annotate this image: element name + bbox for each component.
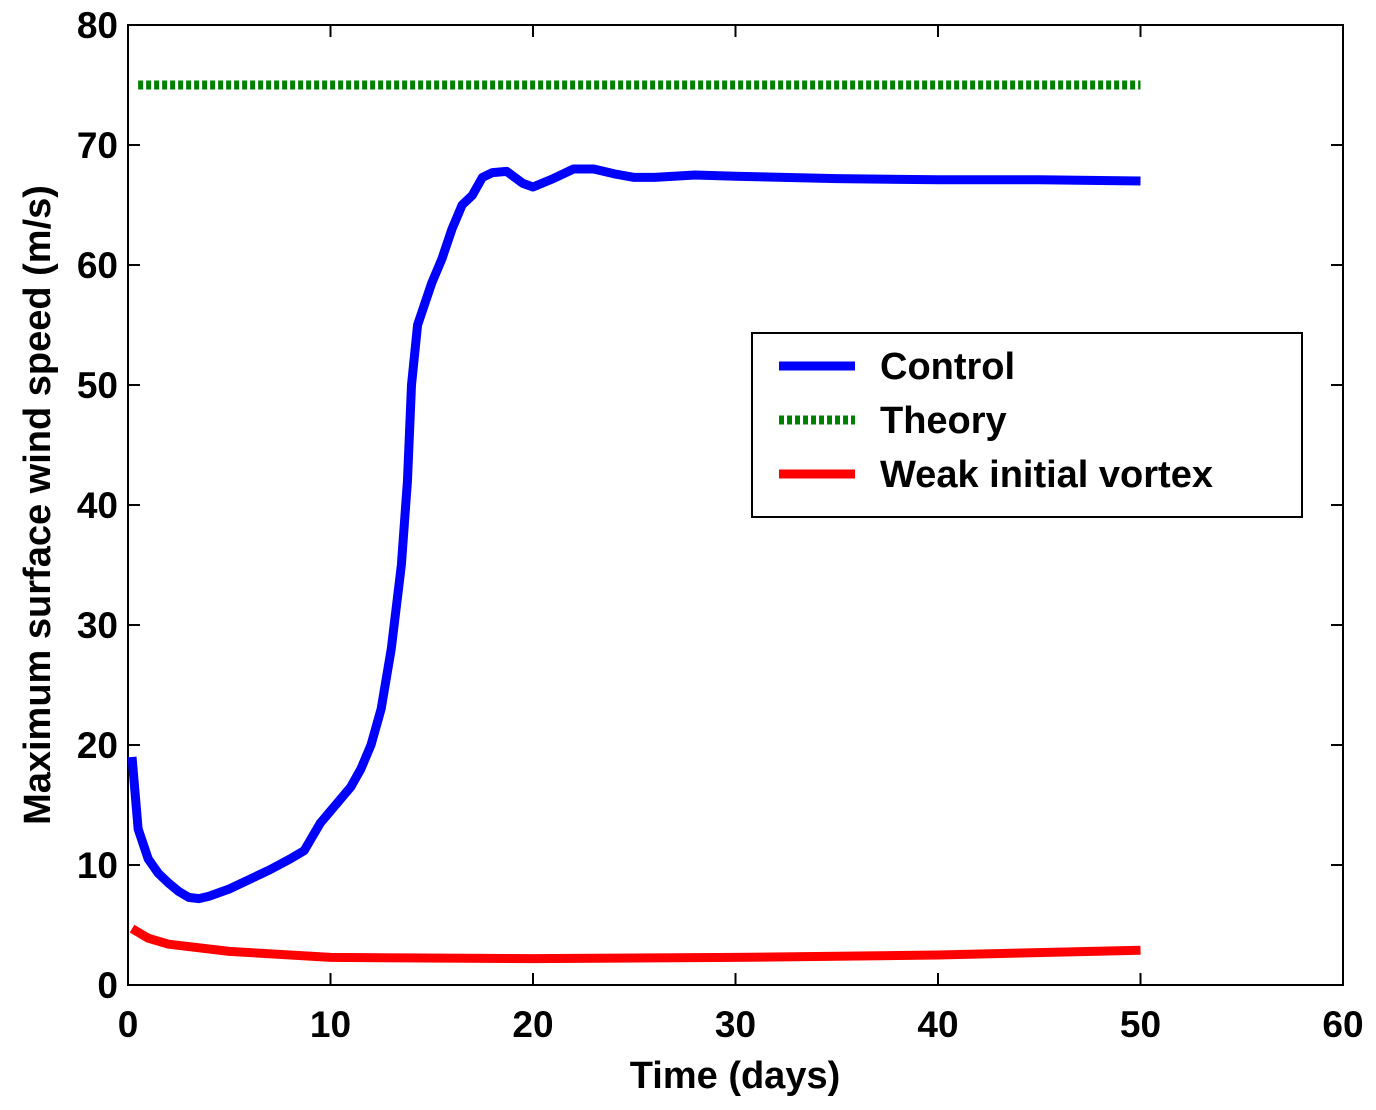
x-axis-label: Time (days) — [630, 1055, 840, 1097]
y-tick-label: 30 — [77, 605, 118, 646]
y-tick-label: 10 — [77, 845, 118, 886]
legend-label: Weak initial vortex — [880, 454, 1213, 496]
legend-label: Control — [880, 346, 1015, 388]
x-tick-label: 60 — [1322, 1004, 1363, 1045]
y-tick-label: 60 — [77, 245, 118, 286]
series-line — [129, 924, 1141, 964]
y-axis-label: Maximum surface wind speed (m/s) — [17, 185, 59, 825]
x-tick-label: 40 — [917, 1004, 958, 1045]
x-tick-label: 20 — [512, 1004, 553, 1045]
x-tick-label: 50 — [1120, 1004, 1161, 1045]
y-tick-label: 80 — [77, 5, 118, 46]
y-tick-label: 70 — [77, 125, 118, 166]
y-tick-label: 20 — [77, 725, 118, 766]
y-tick-label: 50 — [77, 365, 118, 406]
x-tick-label: 10 — [310, 1004, 351, 1045]
y-tick-label: 40 — [77, 485, 118, 526]
series-line — [127, 164, 1141, 904]
y-tick-label: 0 — [97, 965, 118, 1006]
x-tick-label: 0 — [118, 1004, 139, 1045]
x-tick-label: 30 — [715, 1004, 756, 1045]
legend-label: Theory — [880, 400, 1007, 442]
